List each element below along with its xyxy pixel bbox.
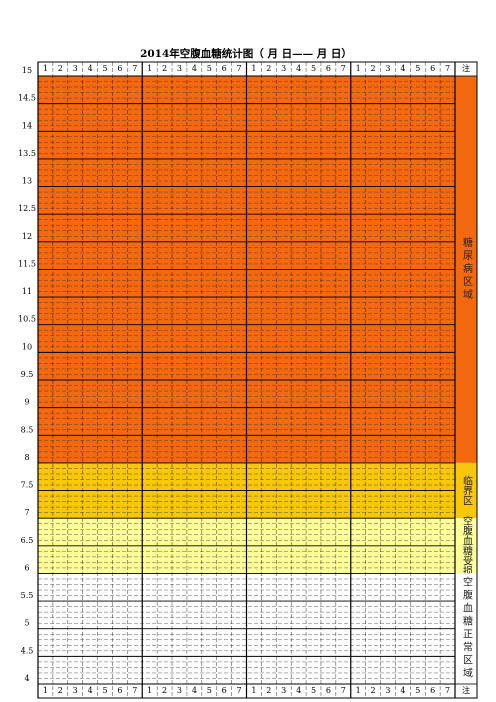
y-tick-label: 13.5 <box>18 149 36 158</box>
y-tick-label: 7 <box>24 508 29 517</box>
day-label: 7 <box>237 64 242 73</box>
y-tick-label: 5.5 <box>21 591 34 600</box>
y-tick-label: 14 <box>22 121 32 130</box>
note-label: 注 <box>462 685 470 695</box>
y-tick-label: 9.5 <box>21 370 34 379</box>
day-label: 2 <box>58 64 63 73</box>
day-label: 3 <box>73 64 78 73</box>
day-label: 4 <box>192 64 197 73</box>
day-label: 2 <box>58 686 63 695</box>
day-label: 3 <box>177 64 182 73</box>
y-tick-label: 4.5 <box>21 646 34 655</box>
day-label: 3 <box>281 64 286 73</box>
day-label: 4 <box>88 64 93 73</box>
day-label: 2 <box>371 686 376 695</box>
zone-label: 空腹血糖正常区域 <box>461 576 473 681</box>
day-label: 5 <box>207 64 212 73</box>
day-label: 5 <box>311 686 316 695</box>
y-tick-label: 15 <box>22 66 32 75</box>
y-tick-label: 5 <box>24 619 29 628</box>
y-tick-label: 11 <box>22 287 32 296</box>
y-tick-label: 14.5 <box>18 94 36 103</box>
y-tick-label: 8.5 <box>21 425 34 434</box>
day-label: 1 <box>251 686 256 695</box>
day-label: 5 <box>311 64 316 73</box>
day-label: 6 <box>430 64 435 73</box>
y-tick-label: 10.5 <box>18 315 36 324</box>
day-label: 7 <box>132 686 137 695</box>
day-label: 7 <box>445 686 450 695</box>
day-label: 1 <box>147 64 152 73</box>
day-label: 6 <box>326 686 331 695</box>
note-label: 注 <box>462 63 470 73</box>
day-label: 7 <box>237 686 242 695</box>
y-tick-label: 13 <box>22 177 32 186</box>
day-label: 4 <box>296 64 301 73</box>
day-label: 7 <box>341 64 346 73</box>
zone-label: 糖尿病区域 <box>461 236 473 302</box>
day-label: 6 <box>222 64 227 73</box>
day-label: 2 <box>266 64 271 73</box>
frame <box>37 61 478 699</box>
day-label: 4 <box>400 64 405 73</box>
day-label: 5 <box>415 686 420 695</box>
day-label: 7 <box>341 686 346 695</box>
day-label: 5 <box>102 64 107 73</box>
day-label: 3 <box>385 686 390 695</box>
day-label: 4 <box>88 686 93 695</box>
day-label: 3 <box>281 686 286 695</box>
day-label: 2 <box>371 64 376 73</box>
y-tick-label: 8 <box>24 453 29 462</box>
y-tick-label: 11.5 <box>18 259 36 268</box>
day-label: 1 <box>43 64 48 73</box>
day-label: 6 <box>117 686 122 695</box>
day-label: 6 <box>326 64 331 73</box>
day-label: 1 <box>147 686 152 695</box>
day-label: 1 <box>356 686 361 695</box>
day-label: 2 <box>162 64 167 73</box>
day-label: 1 <box>356 64 361 73</box>
day-label: 5 <box>102 686 107 695</box>
day-label: 6 <box>117 64 122 73</box>
y-tick-label: 12 <box>22 232 32 241</box>
day-label: 1 <box>251 64 256 73</box>
zone-label: 临界区 <box>461 474 473 505</box>
day-label: 1 <box>43 686 48 695</box>
day-label: 3 <box>177 686 182 695</box>
day-label: 7 <box>132 64 137 73</box>
y-tick-label: 9 <box>24 398 29 407</box>
day-label: 3 <box>385 64 390 73</box>
day-label: 6 <box>430 686 435 695</box>
day-label: 3 <box>73 686 78 695</box>
y-tick-label: 7.5 <box>21 481 34 490</box>
day-label: 4 <box>296 686 301 695</box>
y-tick-label: 10 <box>22 342 32 351</box>
day-label: 2 <box>266 686 271 695</box>
day-label: 7 <box>445 64 450 73</box>
day-label: 5 <box>415 64 420 73</box>
y-tick-label: 4 <box>24 674 29 683</box>
zone-label: 空腹血糖受损 <box>461 515 473 577</box>
day-label: 4 <box>400 686 405 695</box>
y-tick-label: 12.5 <box>18 204 36 213</box>
day-label: 6 <box>222 686 227 695</box>
y-tick-label: 6 <box>24 563 29 572</box>
chart-title: 2014年空腹血糖统计图（ 月 日—— 月 日） <box>140 47 352 60</box>
day-label: 4 <box>192 686 197 695</box>
y-tick-label: 6.5 <box>21 536 34 545</box>
day-label: 5 <box>207 686 212 695</box>
day-label: 2 <box>162 686 167 695</box>
